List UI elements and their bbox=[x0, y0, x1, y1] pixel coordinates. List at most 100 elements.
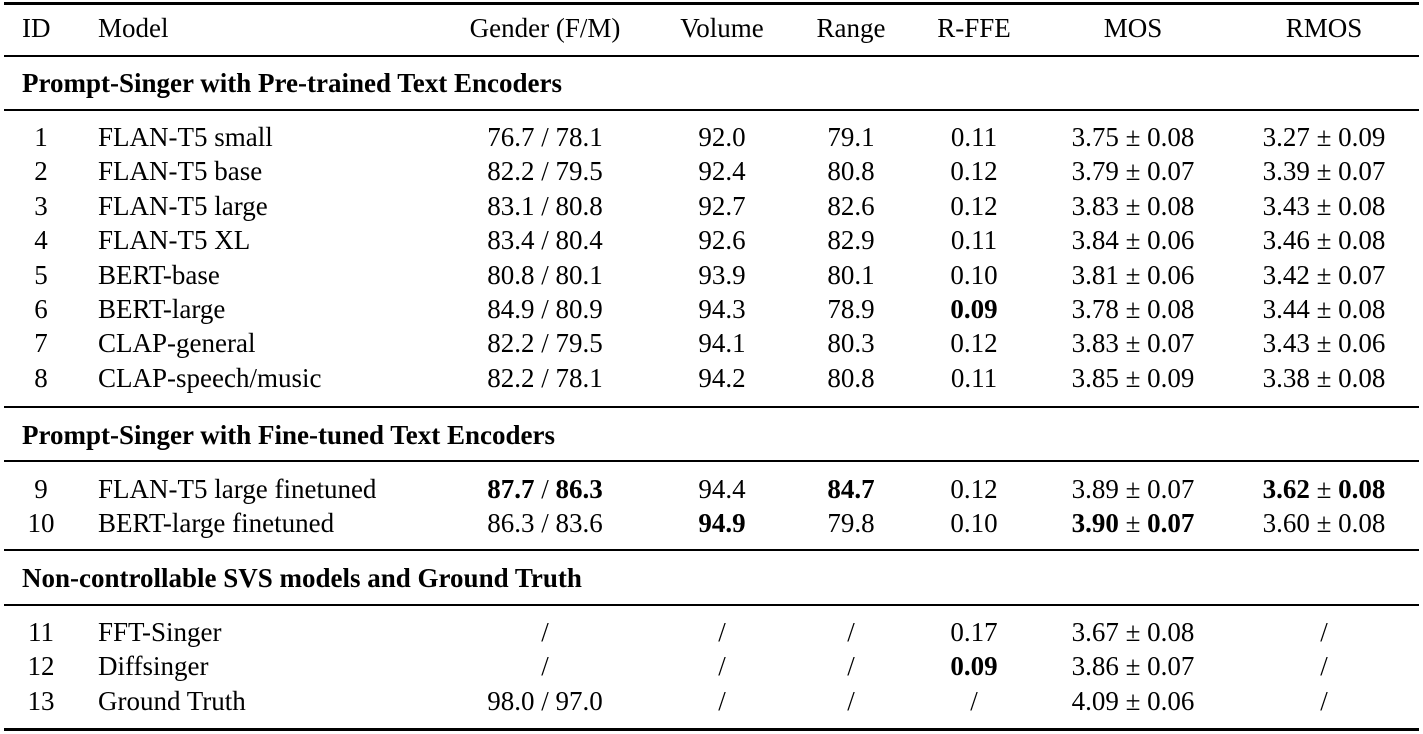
cell-model: BERT-large finetuned bbox=[98, 508, 335, 539]
cell-id: 11 bbox=[28, 617, 54, 647]
plus-minus-sign: ± bbox=[1316, 362, 1332, 393]
header-mos: MOS bbox=[1103, 13, 1163, 43]
header-model: Model bbox=[98, 13, 169, 43]
cell-rmos: 3.27 ± 0.09 bbox=[1263, 120, 1386, 154]
gender-female-value: 82.2 bbox=[487, 156, 535, 187]
cell-rmos: 3.39 ± 0.07 bbox=[1263, 154, 1386, 188]
mos-error: 0.08 bbox=[1147, 122, 1195, 152]
gender-female-value: 87.7 bbox=[487, 474, 535, 504]
cell-rffe: 0.11 bbox=[951, 223, 997, 257]
cell-mos: 3.67 ± 0.08 bbox=[1072, 615, 1195, 649]
cell-mos: 3.81 ± 0.06 bbox=[1072, 258, 1195, 292]
table-row: 4 FLAN-T5 XL 83.4 / 80.4 92.6 82.9 0.11 3.84 ±… bbox=[0, 223, 1423, 257]
rffe-value: 0.09 bbox=[950, 651, 998, 682]
rmos-error: 0.07 bbox=[1338, 259, 1386, 290]
gender-male-value: 86.3 bbox=[555, 474, 603, 504]
plus-minus-sign: ± bbox=[1316, 474, 1332, 504]
rffe-value: 0.11 bbox=[950, 225, 998, 256]
mos-value: 3.85 bbox=[1071, 362, 1119, 393]
range-value: 80.8 bbox=[827, 156, 875, 187]
cell-gender: 83.1 / 80.8 bbox=[487, 190, 603, 221]
rffe-value: 0.11 bbox=[950, 362, 998, 393]
cell-id: 13 bbox=[27, 685, 55, 716]
gender-female-value: 98.0 bbox=[487, 685, 535, 716]
cell-id: 5 bbox=[34, 259, 48, 290]
mos-value: 3.90 bbox=[1071, 508, 1119, 539]
cell-range: 78.9 bbox=[827, 292, 874, 326]
cell-gender: / bbox=[541, 651, 549, 682]
range-value: 80.3 bbox=[827, 328, 875, 359]
gender-male-value: 80.1 bbox=[555, 259, 603, 290]
mos-value: 3.81 bbox=[1071, 259, 1119, 290]
range-value: / bbox=[847, 685, 855, 716]
cell-rffe: 0.12 bbox=[950, 189, 997, 223]
rmos-error: 0.06 bbox=[1338, 328, 1386, 359]
cell-volume: 93.9 bbox=[698, 258, 745, 292]
cell-range: 84.7 bbox=[827, 472, 874, 506]
mos-value: 3.79 bbox=[1071, 156, 1119, 187]
cell-rffe: 0.11 bbox=[951, 361, 997, 395]
cell-rffe: / bbox=[970, 684, 978, 718]
gender-female-value: 83.1 bbox=[487, 190, 535, 221]
cell-rffe: 0.09 bbox=[950, 292, 997, 326]
rmos-error: 0.08 bbox=[1338, 474, 1386, 504]
cell-range: / bbox=[847, 684, 855, 718]
cell-volume: 92.4 bbox=[698, 154, 745, 188]
rmos-error: 0.09 bbox=[1338, 122, 1386, 152]
rffe-value: 0.12 bbox=[950, 190, 998, 221]
cell-gender: 82.2 / 78.1 bbox=[487, 362, 603, 393]
gender-male-value: 80.9 bbox=[555, 294, 603, 324]
table-row: 6 BERT-large 84.9 / 80.9 94.3 78.9 0.09 3.78 ±… bbox=[0, 292, 1423, 326]
cell-volume: 94.2 bbox=[698, 361, 745, 395]
gender-female-value: 76.7 bbox=[487, 122, 535, 152]
header-id: ID bbox=[22, 13, 51, 43]
cell-mos: 3.90 ± 0.07 bbox=[1072, 506, 1195, 540]
plus-minus-sign: ± bbox=[1316, 190, 1332, 221]
cell-rmos: 3.44 ± 0.08 bbox=[1263, 292, 1386, 326]
table-row: 11 FFT-Singer / / / 0.17 3.67 ± 0.08 / bbox=[0, 615, 1423, 649]
cell-range: 80.8 bbox=[827, 361, 874, 395]
plus-minus-sign: ± bbox=[1125, 156, 1141, 187]
cell-range: 79.8 bbox=[827, 506, 874, 540]
gender-male-value: 79.5 bbox=[555, 328, 603, 359]
gender-male-value: 79.5 bbox=[555, 156, 603, 187]
section-divider-rule bbox=[4, 549, 1419, 551]
volume-value: 92.0 bbox=[698, 122, 746, 152]
cell-mos: 3.89 ± 0.07 bbox=[1072, 472, 1195, 506]
gender-male-value: 78.1 bbox=[555, 362, 603, 393]
cell-id: 7 bbox=[34, 328, 48, 359]
cell-model: FLAN-T5 small bbox=[98, 122, 273, 152]
section-rule bbox=[4, 604, 1419, 606]
rffe-value: 0.12 bbox=[950, 474, 998, 504]
rffe-value: 0.10 bbox=[950, 259, 998, 290]
gender-male-value: 80.8 bbox=[555, 190, 603, 221]
rffe-value: / bbox=[970, 685, 978, 716]
cell-rmos: / bbox=[1320, 617, 1328, 647]
cell-rffe: 0.09 bbox=[950, 649, 997, 683]
plus-minus-sign: ± bbox=[1316, 508, 1332, 539]
cell-range: 80.1 bbox=[827, 258, 874, 292]
volume-value: / bbox=[718, 617, 726, 647]
mos-value: 3.84 bbox=[1071, 225, 1119, 256]
cell-id: 12 bbox=[27, 651, 55, 682]
cell-volume: 92.6 bbox=[698, 223, 745, 257]
cell-volume: 94.1 bbox=[698, 326, 745, 360]
cell-mos: 3.83 ± 0.08 bbox=[1072, 189, 1195, 223]
range-value: / bbox=[847, 651, 855, 682]
mos-error: 0.08 bbox=[1147, 294, 1195, 324]
cell-mos: 3.86 ± 0.07 bbox=[1072, 649, 1195, 683]
header-gender: Gender (F/M) bbox=[469, 13, 621, 43]
cell-id: 10 bbox=[27, 508, 55, 539]
plus-minus-sign: ± bbox=[1316, 294, 1332, 324]
mos-error: 0.07 bbox=[1147, 156, 1195, 187]
gender-male-value: 97.0 bbox=[555, 685, 603, 716]
header-rmos: RMOS bbox=[1285, 13, 1363, 43]
cell-rmos: 3.60 ± 0.08 bbox=[1263, 506, 1386, 540]
plus-minus-sign: ± bbox=[1125, 122, 1141, 152]
cell-mos: 3.78 ± 0.08 bbox=[1072, 292, 1195, 326]
table-row: 2 FLAN-T5 base 82.2 / 79.5 92.4 80.8 0.12 3.79… bbox=[0, 154, 1423, 188]
gender-female-value: 83.4 bbox=[487, 225, 535, 256]
cell-gender: 76.7 / 78.1 bbox=[487, 122, 603, 152]
cell-id: 2 bbox=[34, 156, 48, 187]
cell-rffe: 0.17 bbox=[950, 615, 997, 649]
